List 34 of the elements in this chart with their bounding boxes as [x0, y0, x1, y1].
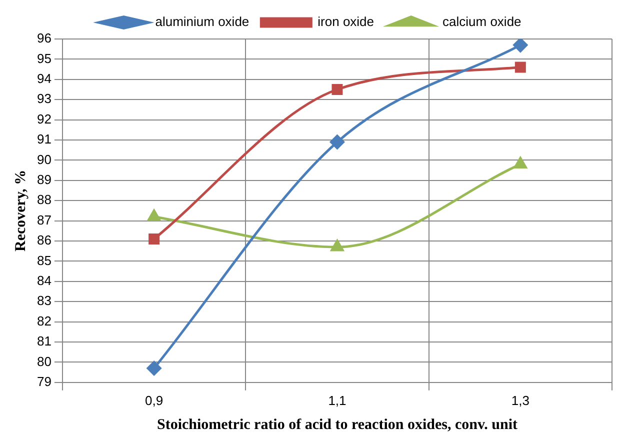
- y-tick-label: 82: [36, 313, 52, 328]
- y-tick-label: 80: [36, 354, 52, 369]
- y-tick-label: 92: [36, 111, 52, 126]
- y-tick-label: 90: [36, 152, 52, 167]
- point: [514, 62, 526, 73]
- point: [513, 39, 528, 52]
- point: [148, 233, 160, 244]
- y-tick-label: 81: [36, 334, 52, 349]
- y-tick-label: 85: [36, 252, 52, 268]
- y-tick-label: 84: [36, 272, 52, 288]
- x-tick-label: 1,1: [328, 392, 346, 408]
- x-tick-label: 1,3: [511, 392, 530, 408]
- legend-label: iron oxide: [318, 14, 374, 30]
- x-axis-title: Stoichiometric ratio of acid to reaction oxides, conv. unit: [156, 416, 518, 433]
- y-tick-label: 83: [36, 293, 52, 308]
- y-tick-label: 89: [36, 172, 52, 187]
- point: [332, 84, 343, 95]
- legend-label: calcium oxide: [442, 14, 522, 30]
- y-tick-label: 93: [36, 91, 52, 106]
- point: [330, 240, 344, 252]
- point: [146, 361, 162, 376]
- point: [148, 210, 160, 222]
- legend-label: aluminium oxide: [155, 14, 250, 30]
- y-tick-label: 86: [36, 232, 52, 248]
- point: [330, 134, 344, 150]
- y-tick-label: 91: [36, 132, 52, 147]
- y-tick-label: 88: [36, 192, 52, 208]
- y-tick-label: 79: [36, 374, 52, 389]
- y-axis-title: Recovery, %: [12, 170, 29, 252]
- x-tick-label: 0,9: [145, 392, 164, 408]
- y-tick-label: 95: [36, 50, 52, 66]
- y-tick-label: 94: [36, 70, 52, 86]
- y-tick-label: 96: [36, 30, 52, 46]
- y-tick-label: 87: [36, 212, 52, 228]
